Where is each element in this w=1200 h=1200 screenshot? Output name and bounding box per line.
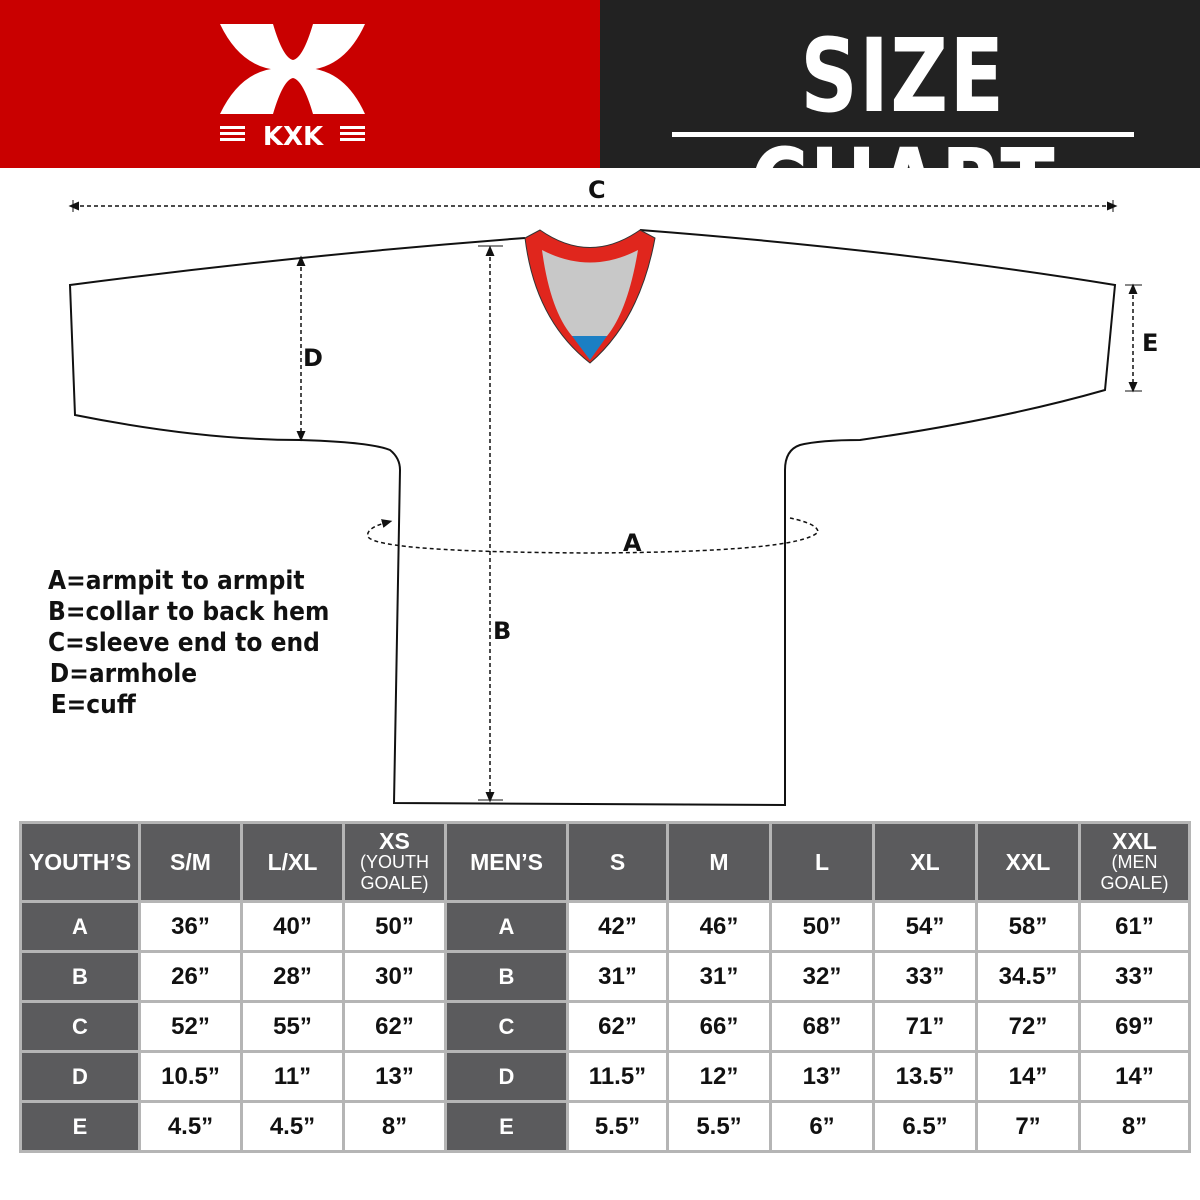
table-cell: 31” xyxy=(666,950,772,1003)
size-col-header: S/M xyxy=(138,821,243,903)
collar-inner xyxy=(542,250,638,336)
table-cell: 5.5” xyxy=(566,1100,669,1153)
collar-tip xyxy=(572,336,607,360)
table-cell: 8” xyxy=(1078,1100,1191,1153)
size-col-header: XS (YOUTH GOALE) xyxy=(342,821,447,903)
table-cell: 58” xyxy=(975,900,1081,953)
row-label: B xyxy=(19,950,141,1003)
table-cell: 61” xyxy=(1078,900,1191,953)
legend-item: A=armpit to armpit xyxy=(48,566,305,596)
size-col-header: XXL (MEN GOALE) xyxy=(1078,821,1191,903)
table-cell: 6” xyxy=(769,1100,875,1153)
row-label: D xyxy=(19,1050,141,1103)
table-cell: 14” xyxy=(975,1050,1081,1103)
table-cell: 4.5” xyxy=(240,1100,345,1153)
label-c: C xyxy=(588,176,606,204)
table-cell: 50” xyxy=(769,900,875,953)
table-cell: 62” xyxy=(342,1000,447,1053)
jersey-diagram xyxy=(68,200,1142,807)
row-label: C xyxy=(444,1000,569,1053)
label-e: E xyxy=(1142,329,1159,357)
table-header-row: YOUTH’S S/M L/XL XS (YOUTH GOALE) MEN’S S… xyxy=(19,821,1191,903)
row-label: C xyxy=(19,1000,141,1053)
label-a: A xyxy=(623,529,642,557)
table-cell: 50” xyxy=(342,900,447,953)
table-cell: 66” xyxy=(666,1000,772,1053)
table-cell: 12” xyxy=(666,1050,772,1103)
title-underline xyxy=(672,132,1134,137)
table-cell: 36” xyxy=(138,900,243,953)
kxk-logo: KXK xyxy=(220,24,365,152)
table-cell: 13” xyxy=(342,1050,447,1103)
table-cell: 69” xyxy=(1078,1000,1191,1053)
table-cell: 72” xyxy=(975,1000,1081,1053)
row-label: B xyxy=(444,950,569,1003)
table-cell: 33” xyxy=(1078,950,1191,1003)
table-cell: 52” xyxy=(138,1000,243,1053)
table-cell: 71” xyxy=(872,1000,978,1053)
size-col-header: S xyxy=(566,821,669,903)
row-label: A xyxy=(444,900,569,953)
table-cell: 6.5” xyxy=(872,1100,978,1153)
table-cell: 54” xyxy=(872,900,978,953)
table-cell: 13” xyxy=(769,1050,875,1103)
label-b: B xyxy=(493,617,512,645)
table-cell: 28” xyxy=(240,950,345,1003)
table-row: B 26” 28” 30” B 31” 31” 32” 33” 34.5” 33” xyxy=(19,950,1191,1003)
table-cell: 11.5” xyxy=(566,1050,669,1103)
legend-item: E=cuff xyxy=(50,690,136,720)
size-col-header: XL xyxy=(872,821,978,903)
table-cell: 34.5” xyxy=(975,950,1081,1003)
table-cell: 33” xyxy=(872,950,978,1003)
size-col-header: M xyxy=(666,821,772,903)
table-row: C 52” 55” 62” C 62” 66” 68” 71” 72” 69” xyxy=(19,1000,1191,1053)
table-cell: 13.5” xyxy=(872,1050,978,1103)
legend-item: C=sleeve end to end xyxy=(48,628,320,658)
table-cell: 62” xyxy=(566,1000,669,1053)
table-row: E 4.5” 4.5” 8” E 5.5” 5.5” 6” 6.5” 7” 8” xyxy=(19,1100,1191,1153)
table-row: D 10.5” 11” 13” D 11.5” 12” 13” 13.5” 14” 14” xyxy=(19,1050,1191,1103)
table-cell: 55” xyxy=(240,1000,345,1053)
table-cell: 26” xyxy=(138,950,243,1003)
table-cell: 10.5” xyxy=(138,1050,243,1103)
row-label: E xyxy=(19,1100,141,1153)
size-col-header: L/XL xyxy=(240,821,345,903)
row-label: A xyxy=(19,900,141,953)
legend-item: D=armhole xyxy=(49,659,198,689)
table-cell: 7” xyxy=(975,1100,1081,1153)
table-cell: 40” xyxy=(240,900,345,953)
size-table: YOUTH’S S/M L/XL XS (YOUTH GOALE) MEN’S S… xyxy=(19,821,1191,1153)
table-cell: 42” xyxy=(566,900,669,953)
men-header: MEN’S xyxy=(444,821,569,903)
page-title: SIZE CHART xyxy=(749,17,1057,246)
table-cell: 31” xyxy=(566,950,669,1003)
table-cell: 11” xyxy=(240,1050,345,1103)
table-cell: 32” xyxy=(769,950,875,1003)
title-banner xyxy=(600,0,1200,168)
table-cell: 4.5” xyxy=(138,1100,243,1153)
size-col-header: L xyxy=(769,821,875,903)
size-col-header: XXL xyxy=(975,821,1081,903)
table-cell: 8” xyxy=(342,1100,447,1153)
jersey-outline xyxy=(68,229,1117,807)
row-label: E xyxy=(444,1100,569,1153)
table-cell: 46” xyxy=(666,900,772,953)
row-label: D xyxy=(444,1050,569,1103)
label-d: D xyxy=(303,344,323,372)
brand-banner xyxy=(0,0,600,168)
table-cell: 5.5” xyxy=(666,1100,772,1153)
table-cell: 14” xyxy=(1078,1050,1191,1103)
measurement-legend: A=armpit to armpit B=collar to back hem … xyxy=(48,566,329,721)
table-cell: 68” xyxy=(769,1000,875,1053)
table-cell: 30” xyxy=(342,950,447,1003)
table-row: A 36” 40” 50” A 42” 46” 50” 54” 58” 61” xyxy=(19,900,1191,953)
legend-item: B=collar to back hem xyxy=(48,597,330,627)
youth-header: YOUTH’S xyxy=(19,821,141,903)
svg-text:KXK: KXK xyxy=(263,122,324,152)
